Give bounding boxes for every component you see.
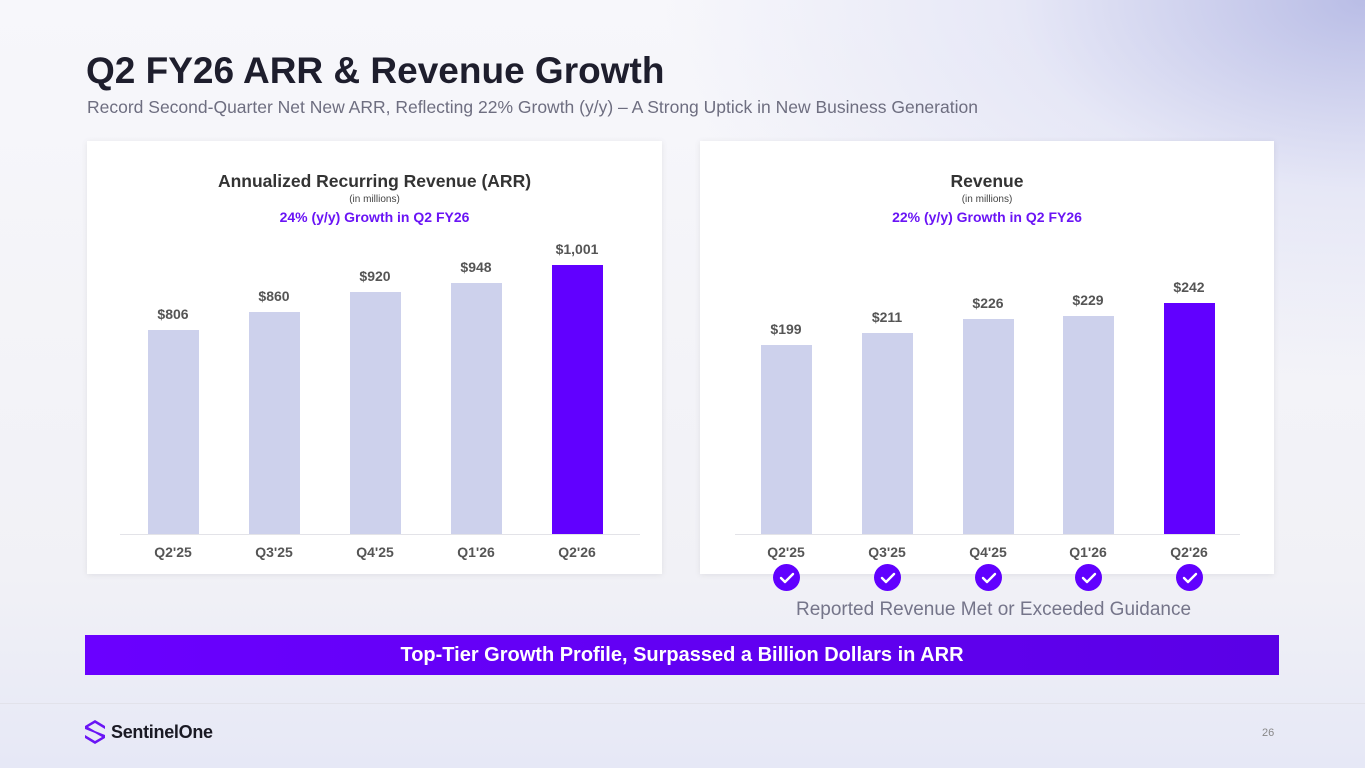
x-tick-label: Q2'25	[767, 544, 805, 560]
check-circle-icon	[874, 564, 901, 591]
data-label: $920	[359, 267, 391, 284]
data-label: $229	[1072, 291, 1104, 308]
check-circle-icon	[1176, 564, 1203, 591]
check-circle-icon	[773, 564, 800, 591]
x-tick-label: Q2'26	[558, 544, 596, 560]
data-label: $242	[1173, 279, 1205, 295]
data-label: $199	[770, 321, 802, 338]
key-message-banner: Top-Tier Growth Profile, Surpassed a Bil…	[85, 635, 1279, 675]
chart-title: Revenue	[950, 171, 1024, 191]
chart-growth-note: 24% (y/y) Growth in Q2 FY26	[279, 209, 470, 225]
page-subtitle: Record Second-Quarter Net New ARR, Refle…	[87, 97, 978, 117]
sentinelone-logo: SentinelOne	[85, 720, 213, 744]
arr-x-axis	[120, 534, 640, 535]
x-tick-label: Q1'26	[1069, 544, 1107, 560]
revenue-x-axis	[735, 534, 1240, 535]
logo-text: SentinelOne	[111, 721, 213, 742]
guidance-note: Reported Revenue Met or Exceeded Guidanc…	[796, 599, 1192, 620]
data-label: $226	[972, 294, 1004, 311]
footer-divider	[0, 703, 1365, 704]
check-circle-icon	[1075, 564, 1102, 591]
data-label: $806	[157, 305, 189, 322]
data-label: $948	[460, 258, 492, 275]
bar-Q2'26	[552, 265, 603, 534]
bar-Q4'25	[350, 291, 401, 534]
x-tick-label: Q4'25	[356, 544, 394, 560]
x-tick-label: Q1'26	[457, 544, 495, 560]
x-tick-label: Q2'25	[154, 544, 192, 560]
page-title: Q2 FY26 ARR & Revenue Growth	[86, 50, 665, 91]
chart-title: Annualized Recurring Revenue (ARR)	[217, 171, 532, 191]
bar-Q2'25	[148, 329, 199, 534]
x-tick-label: Q3'25	[255, 544, 293, 560]
check-circle-icon	[975, 564, 1002, 591]
data-label: $860	[258, 287, 290, 304]
bar-Q1'26	[1063, 315, 1114, 534]
data-label: $211	[871, 309, 903, 326]
x-tick-label: Q2'26	[1170, 544, 1208, 560]
data-label: $1,001	[555, 241, 599, 257]
chart-growth-note: 22% (y/y) Growth in Q2 FY26	[892, 209, 1082, 225]
sentinelone-logo-icon	[85, 720, 105, 744]
bar-Q2'26	[1164, 303, 1215, 534]
bar-Q3'25	[862, 333, 913, 534]
x-tick-label: Q4'25	[969, 544, 1007, 560]
bar-Q3'25	[249, 311, 300, 534]
x-tick-label: Q3'25	[868, 544, 906, 560]
chart-unit-note: (in millions)	[349, 194, 400, 205]
chart-unit-note: (in millions)	[961, 194, 1013, 205]
bar-Q4'25	[963, 318, 1014, 534]
bar-Q1'26	[451, 282, 502, 534]
bar-Q2'25	[761, 345, 812, 534]
page-number: 26	[1262, 727, 1275, 739]
